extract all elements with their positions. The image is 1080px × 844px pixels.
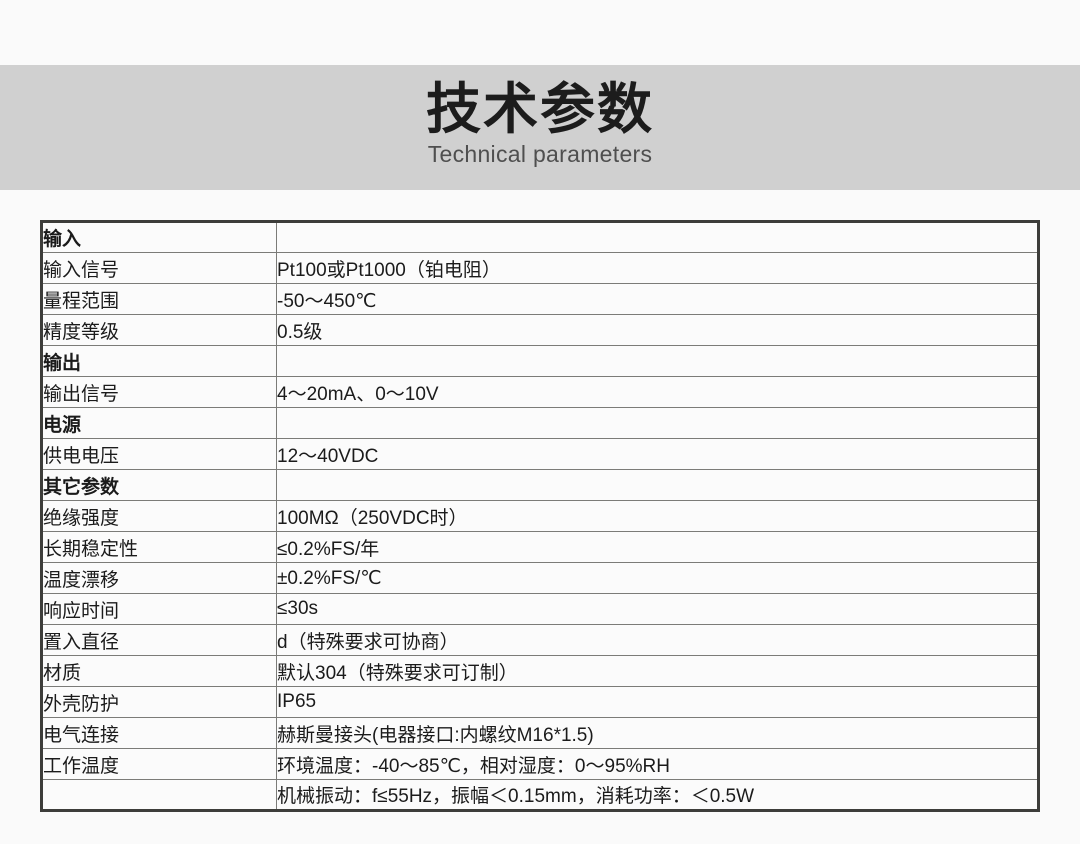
spec-value-cell: -50～450℃	[276, 283, 1039, 315]
page-subtitle: Technical parameters	[427, 140, 653, 167]
spec-section-header: 输出	[41, 345, 277, 377]
spec-value-cell: ≤0.2%FS/年	[276, 531, 1039, 563]
spec-label-cell: 电气连接	[41, 717, 277, 749]
spec-label-cell: 绝缘强度	[41, 500, 277, 532]
spec-value-cell: 100MΩ（250VDC时）	[276, 500, 1039, 532]
spec-label-cell	[41, 779, 277, 811]
spec-label-cell: 响应时间	[41, 593, 277, 625]
table-row: 精度等级 0.5级	[41, 314, 1039, 346]
table-row: 置入直径 d（特殊要求可协商）	[41, 624, 1039, 656]
spec-value-cell: ≤30s	[276, 593, 1039, 625]
spec-section-header: 电源	[41, 407, 277, 439]
spec-value-cell	[276, 345, 1039, 377]
spec-value-cell: 环境温度：-40～85℃，相对湿度：0～95%RH	[276, 748, 1039, 780]
spec-table-body: 输入 输入信号 Pt100或Pt1000（铂电阻） 量程范围 -50～450℃ 精度等级 0…	[41, 221, 1039, 811]
spec-label-cell: 输出信号	[41, 376, 277, 408]
spec-label-cell: 供电电压	[41, 438, 277, 470]
technical-parameters-table: 输入 输入信号 Pt100或Pt1000（铂电阻） 量程范围 -50～450℃ 精度等级 0…	[40, 220, 1040, 812]
spec-value-cell	[276, 469, 1039, 501]
spec-value-cell: IP65	[276, 686, 1039, 718]
spec-value-cell: ±0.2%FS/℃	[276, 562, 1039, 594]
table-row: 温度漂移 ±0.2%FS/℃	[41, 562, 1039, 594]
page-title: 技术参数	[425, 78, 654, 140]
spec-label-cell: 置入直径	[41, 624, 277, 656]
spec-label-cell: 量程范围	[41, 283, 277, 315]
spec-table-container: 输入 输入信号 Pt100或Pt1000（铂电阻） 量程范围 -50～450℃ 精度等级 0…	[40, 220, 1040, 812]
table-row: 其它参数	[41, 469, 1039, 501]
spec-label-cell: 精度等级	[41, 314, 277, 346]
spec-value-cell	[276, 221, 1039, 253]
table-row: 绝缘强度 100MΩ（250VDC时）	[41, 500, 1039, 532]
spec-value-cell: 机械振动：f≤55Hz，振幅＜0.15mm，消耗功率：＜0.5W	[276, 779, 1039, 811]
spec-value-cell: 赫斯曼接头(电器接口:内螺纹M16*1.5)	[276, 717, 1039, 749]
table-row: 机械振动：f≤55Hz，振幅＜0.15mm，消耗功率：＜0.5W	[41, 779, 1039, 811]
spec-value-cell: Pt100或Pt1000（铂电阻）	[276, 252, 1039, 284]
table-row: 电源	[41, 407, 1039, 439]
spec-label-cell: 长期稳定性	[41, 531, 277, 563]
page-header-band: 技术参数 Technical parameters	[0, 65, 1080, 190]
spec-label-cell: 工作温度	[41, 748, 277, 780]
spec-value-cell	[276, 407, 1039, 439]
spec-section-header: 其它参数	[41, 469, 277, 501]
table-row: 输出	[41, 345, 1039, 377]
spec-label-cell: 外壳防护	[41, 686, 277, 718]
spec-label-cell: 输入信号	[41, 252, 277, 284]
table-row: 输入	[41, 221, 1039, 253]
table-row: 外壳防护 IP65	[41, 686, 1039, 718]
table-row: 工作温度 环境温度：-40～85℃，相对湿度：0～95%RH	[41, 748, 1039, 780]
spec-value-cell: d（特殊要求可协商）	[276, 624, 1039, 656]
spec-label-cell: 温度漂移	[41, 562, 277, 594]
table-row: 响应时间 ≤30s	[41, 593, 1039, 625]
spec-label-cell: 材质	[41, 655, 277, 687]
table-row: 材质 默认304（特殊要求可订制）	[41, 655, 1039, 687]
spec-value-cell: 4～20mA、0～10V	[276, 376, 1039, 408]
spec-value-cell: 默认304（特殊要求可订制）	[276, 655, 1039, 687]
table-row: 供电电压 12～40VDC	[41, 438, 1039, 470]
table-row: 长期稳定性 ≤0.2%FS/年	[41, 531, 1039, 563]
spec-value-cell: 12～40VDC	[276, 438, 1039, 470]
spec-value-cell: 0.5级	[276, 314, 1039, 346]
table-row: 电气连接 赫斯曼接头(电器接口:内螺纹M16*1.5)	[41, 717, 1039, 749]
table-row: 输出信号 4～20mA、0～10V	[41, 376, 1039, 408]
table-row: 输入信号 Pt100或Pt1000（铂电阻）	[41, 252, 1039, 284]
spec-section-header: 输入	[41, 221, 277, 253]
table-row: 量程范围 -50～450℃	[41, 283, 1039, 315]
